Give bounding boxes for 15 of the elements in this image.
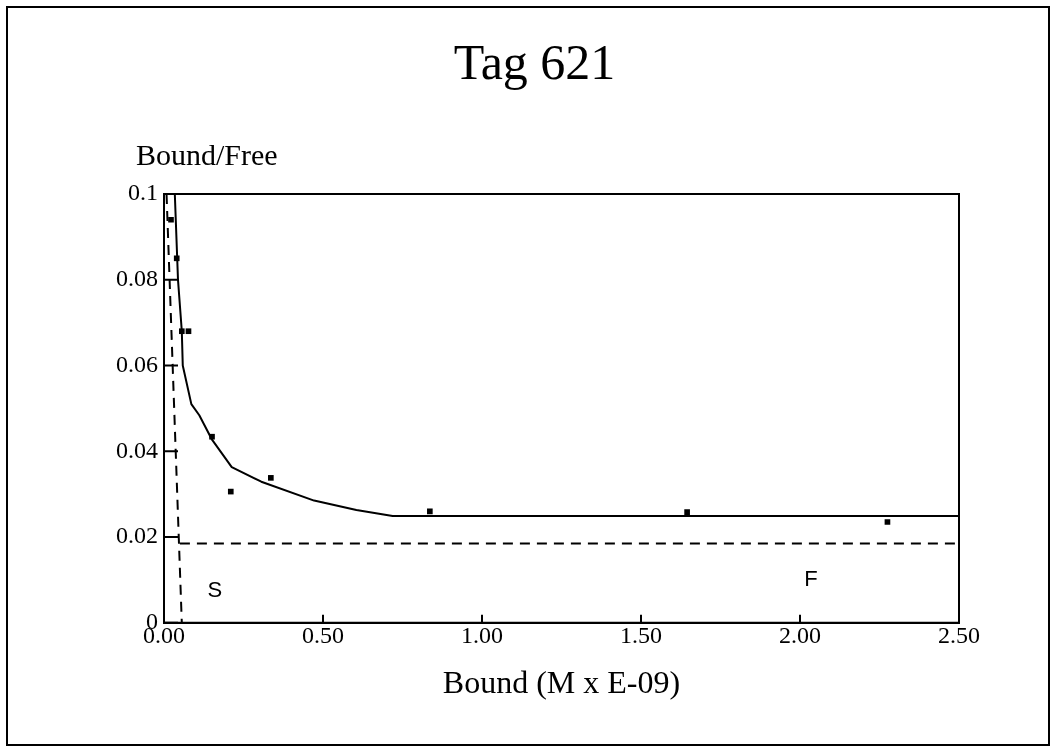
chart-title: Tag 621 [453,34,616,91]
x-tick-label: 1.00 [461,622,503,649]
y-tick-label: 0.02 [116,522,158,549]
y-tick-label: 0.04 [116,436,158,463]
x-axis-title: Bound (M x E-09) [442,664,681,701]
x-tick-label: 1.50 [620,622,662,649]
x-tick-label: 0.50 [302,622,344,649]
x-tick-label: 2.50 [938,622,980,649]
x-tick-label: 2.00 [779,622,821,649]
annotation: F [804,565,818,591]
y-axis-title: Bound/Free [136,138,278,172]
y-tick-label: 0.1 [128,179,158,206]
annotation: S [207,576,223,602]
y-tick-label: 0.06 [116,350,158,377]
y-tick-label: 0.08 [116,265,158,292]
